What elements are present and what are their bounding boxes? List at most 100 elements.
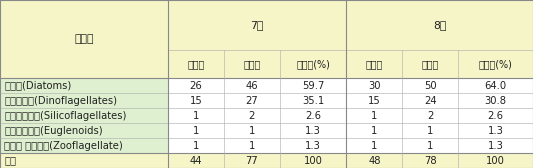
Text: 와편모조류(Dinoflagellates): 와편모조류(Dinoflagellates) <box>4 96 117 106</box>
Bar <box>224 138 280 153</box>
Text: 규질편모조류(Silicoflagellates): 규질편모조류(Silicoflagellates) <box>4 111 127 121</box>
Bar <box>280 153 346 168</box>
Text: 64.0: 64.0 <box>484 81 507 91</box>
Text: 50: 50 <box>424 81 437 91</box>
Bar <box>168 93 224 108</box>
Bar <box>458 108 533 123</box>
Text: 78: 78 <box>424 156 437 165</box>
Text: 27: 27 <box>246 96 258 106</box>
Text: 2.6: 2.6 <box>305 111 321 121</box>
Text: 1: 1 <box>372 111 377 121</box>
Text: 35.1: 35.1 <box>302 96 324 106</box>
Text: 1.3: 1.3 <box>305 140 321 151</box>
Bar <box>402 153 458 168</box>
Bar <box>168 50 224 78</box>
Bar <box>346 153 402 168</box>
Text: 46: 46 <box>246 81 258 91</box>
Bar <box>458 78 533 93</box>
Text: 44: 44 <box>190 156 202 165</box>
Text: 출현종: 출현종 <box>422 59 439 69</box>
Bar <box>280 93 346 108</box>
Text: 1: 1 <box>427 125 433 136</box>
Text: 48: 48 <box>368 156 381 165</box>
Bar <box>280 78 346 93</box>
Bar <box>168 138 224 153</box>
Bar <box>0 0 168 78</box>
Text: 26: 26 <box>190 81 202 91</box>
Bar <box>224 108 280 123</box>
Text: 합계: 합계 <box>4 156 17 165</box>
Bar <box>346 123 402 138</box>
Text: 1: 1 <box>249 125 255 136</box>
Text: 1.3: 1.3 <box>488 125 504 136</box>
Bar <box>402 108 458 123</box>
Bar <box>458 93 533 108</box>
Bar <box>168 153 224 168</box>
Bar <box>458 153 533 168</box>
Bar <box>346 108 402 123</box>
Bar <box>168 78 224 93</box>
Bar <box>402 93 458 108</box>
Text: 2: 2 <box>427 111 433 121</box>
Bar <box>0 108 168 123</box>
Text: 1: 1 <box>193 125 199 136</box>
Text: 100: 100 <box>486 156 505 165</box>
Bar <box>168 0 346 50</box>
Bar <box>224 153 280 168</box>
Text: 77: 77 <box>246 156 258 165</box>
Text: 분류군: 분류군 <box>74 34 94 44</box>
Bar <box>168 108 224 123</box>
Bar <box>280 123 346 138</box>
Bar <box>458 138 533 153</box>
Bar <box>346 138 402 153</box>
Bar <box>0 153 168 168</box>
Text: 점유율(%): 점유율(%) <box>479 59 513 69</box>
Text: 출현속: 출현속 <box>187 59 205 69</box>
Text: 1.3: 1.3 <box>488 140 504 151</box>
Bar <box>0 138 168 153</box>
Bar <box>0 78 168 93</box>
Bar <box>402 50 458 78</box>
Text: 출현종: 출현종 <box>243 59 261 69</box>
Bar <box>346 50 402 78</box>
Bar <box>346 93 402 108</box>
Bar <box>224 78 280 93</box>
Text: 15: 15 <box>190 96 202 106</box>
Bar <box>168 123 224 138</box>
Text: 동물성 편모조류(Zooflagellate): 동물성 편모조류(Zooflagellate) <box>4 140 123 151</box>
Text: 규조류(Diatoms): 규조류(Diatoms) <box>4 81 71 91</box>
Bar <box>224 50 280 78</box>
Text: 30.8: 30.8 <box>484 96 507 106</box>
Bar <box>402 123 458 138</box>
Bar <box>0 93 168 108</box>
Bar <box>458 123 533 138</box>
Bar <box>0 123 168 138</box>
Text: 15: 15 <box>368 96 381 106</box>
Bar <box>402 78 458 93</box>
Bar <box>224 93 280 108</box>
Bar <box>280 138 346 153</box>
Text: 100: 100 <box>304 156 322 165</box>
Text: 1: 1 <box>193 140 199 151</box>
Text: 1: 1 <box>372 125 377 136</box>
Text: 8월: 8월 <box>433 20 447 30</box>
Text: 30: 30 <box>368 81 381 91</box>
Text: 24: 24 <box>424 96 437 106</box>
Text: 2.6: 2.6 <box>488 111 504 121</box>
Bar <box>280 108 346 123</box>
Bar <box>224 123 280 138</box>
Text: 1: 1 <box>372 140 377 151</box>
Text: 출현속: 출현속 <box>366 59 383 69</box>
Text: 1: 1 <box>249 140 255 151</box>
Text: 점유율(%): 점유율(%) <box>296 59 330 69</box>
Text: 1: 1 <box>193 111 199 121</box>
Text: 1: 1 <box>427 140 433 151</box>
Bar <box>346 78 402 93</box>
Text: 유글레나조류(Euglenoids): 유글레나조류(Euglenoids) <box>4 125 103 136</box>
Bar <box>402 138 458 153</box>
Bar <box>280 50 346 78</box>
Text: 2: 2 <box>249 111 255 121</box>
Text: 7월: 7월 <box>251 20 264 30</box>
Bar <box>346 0 533 50</box>
Bar <box>458 50 533 78</box>
